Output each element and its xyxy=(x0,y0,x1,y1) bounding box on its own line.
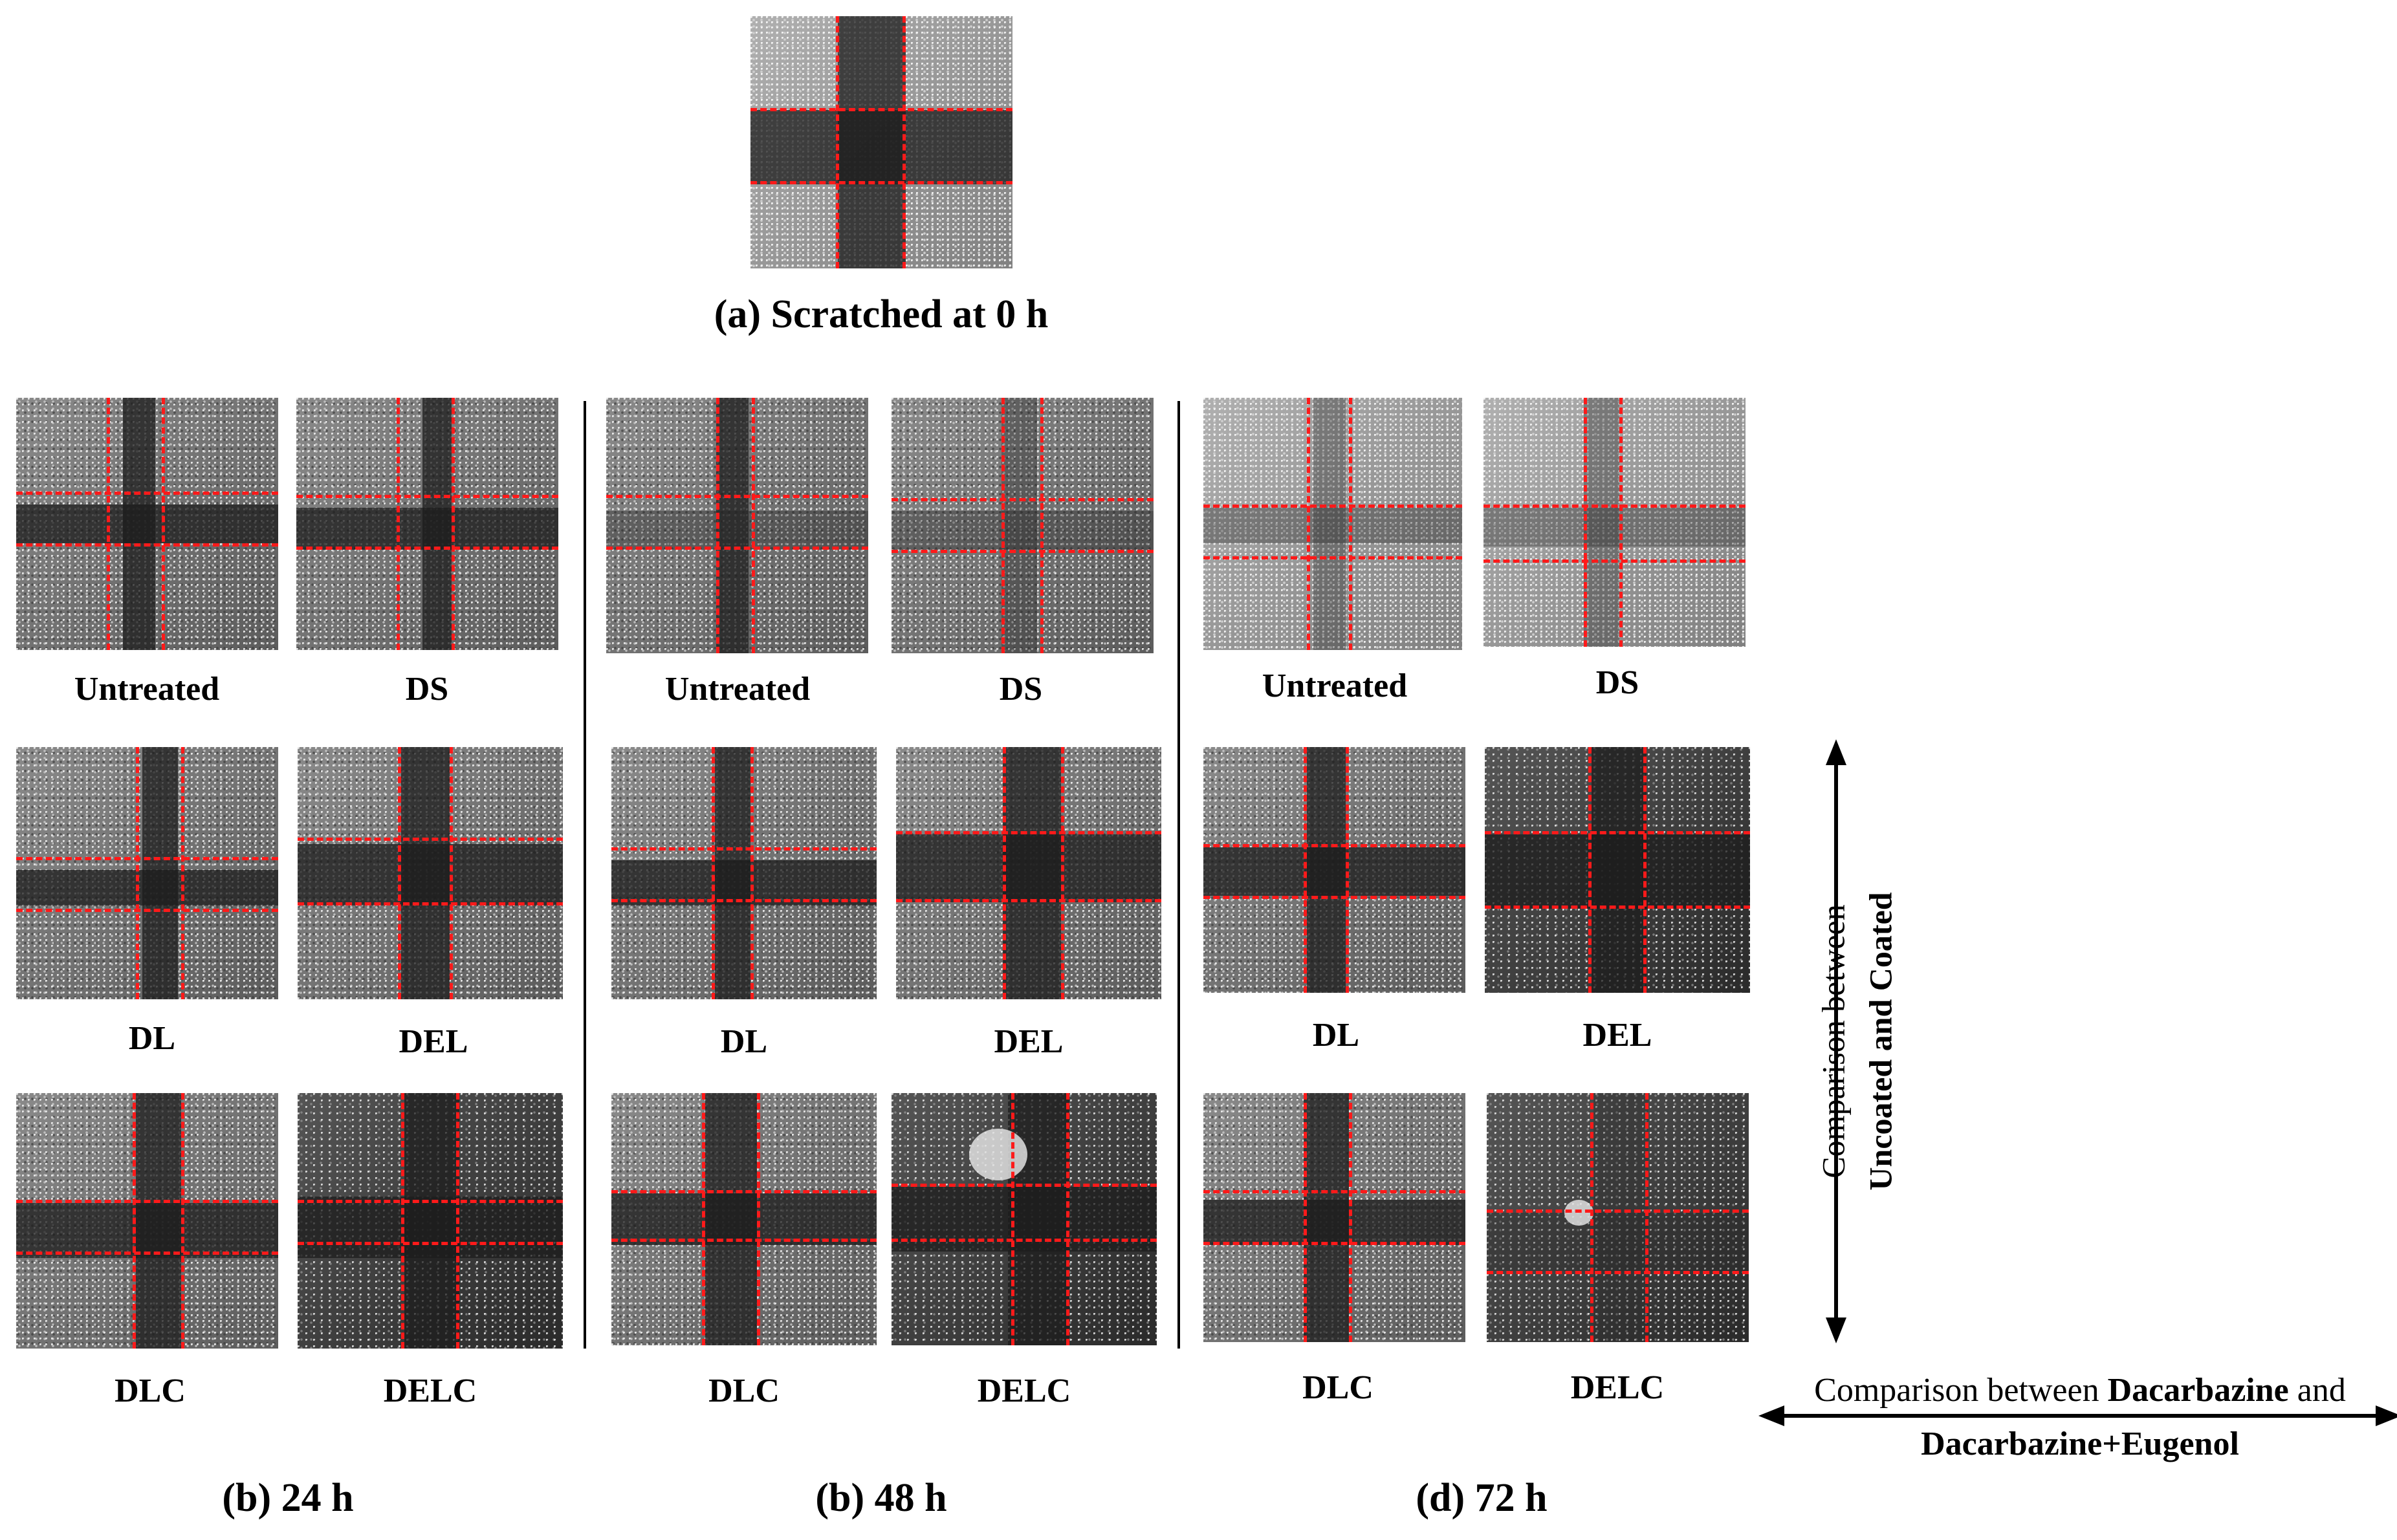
micrograph-24h-untreated xyxy=(16,398,278,650)
micrograph-72h-del xyxy=(1485,747,1750,993)
micrograph-scratched-0h xyxy=(750,16,1012,268)
label-24h-untreated: Untreated xyxy=(74,671,220,708)
label-48h-del: DEL xyxy=(994,1023,1064,1060)
micrograph-72h-untreated xyxy=(1203,398,1462,650)
label-48h-ds: DS xyxy=(999,671,1043,708)
section-72h-caption: (d) 72 h xyxy=(1416,1476,1548,1520)
label-72h-ds: DS xyxy=(1595,664,1639,701)
section-48h-caption: (b) 48 h xyxy=(815,1476,947,1520)
label-24h-del: DEL xyxy=(399,1023,468,1060)
micrograph-48h-ds xyxy=(892,398,1154,653)
divider-48h-72h xyxy=(1177,401,1180,1349)
micrograph-48h-untreated xyxy=(606,398,868,653)
panel-a-caption: (a) Scratched at 0 h xyxy=(714,292,1049,336)
horizontal-annotation-line2: Dacarbazine+Eugenol xyxy=(1921,1426,2239,1463)
micrograph-24h-delc xyxy=(298,1093,563,1349)
label-48h-delc: DELC xyxy=(977,1372,1071,1409)
label-72h-untreated: Untreated xyxy=(1262,667,1408,704)
micrograph-48h-dl xyxy=(611,747,877,999)
label-48h-dlc: DLC xyxy=(708,1372,780,1409)
micrograph-72h-ds xyxy=(1483,398,1746,647)
micrograph-24h-dlc xyxy=(16,1093,278,1349)
micrograph-48h-del xyxy=(896,747,1161,999)
label-24h-dlc: DLC xyxy=(115,1372,186,1409)
label-48h-untreated: Untreated xyxy=(664,671,811,708)
double-arrow-horizontal-icon xyxy=(1758,1405,2397,1426)
label-72h-delc: DELC xyxy=(1570,1369,1665,1406)
double-arrow-vertical-icon xyxy=(1826,739,1846,1343)
label-24h-ds: DS xyxy=(405,671,449,708)
micrograph-48h-delc xyxy=(892,1093,1157,1345)
micrograph-72h-dl xyxy=(1203,747,1465,993)
micrograph-48h-dlc xyxy=(611,1093,877,1345)
vertical-annotation-line1: Comparison between xyxy=(1815,904,1852,1178)
micrograph-24h-dl xyxy=(16,747,278,999)
vertical-annotation-line2: Uncoated and Coated xyxy=(1862,892,1898,1191)
divider-24h-48h xyxy=(584,401,586,1349)
horizontal-annotation-line1: Comparison between Dacarbazine and xyxy=(1814,1363,2346,1417)
micrograph-72h-delc xyxy=(1487,1093,1749,1342)
label-24h-dl: DL xyxy=(128,1020,176,1057)
label-48h-dl: DL xyxy=(720,1023,768,1060)
micrograph-24h-del xyxy=(298,747,563,999)
horizontal-annotation-suffix: and xyxy=(2288,1372,2346,1409)
label-72h-dlc: DLC xyxy=(1302,1369,1374,1406)
label-24h-delc: DELC xyxy=(383,1372,477,1409)
horizontal-annotation-prefix: Comparison between xyxy=(1814,1372,2108,1409)
horizontal-comparison-annotation: Comparison between Dacarbazine and Dacar… xyxy=(1814,1363,2346,1471)
label-72h-del: DEL xyxy=(1582,1017,1652,1054)
section-24h-caption: (b) 24 h xyxy=(222,1476,354,1520)
horizontal-annotation-bold: Dacarbazine xyxy=(2107,1372,2289,1409)
micrograph-24h-ds xyxy=(296,398,558,650)
micrograph-72h-dlc xyxy=(1203,1093,1465,1342)
label-72h-dl: DL xyxy=(1312,1017,1360,1054)
vertical-comparison-annotation: Comparison between Uncoated and Coated xyxy=(1810,892,1904,1190)
